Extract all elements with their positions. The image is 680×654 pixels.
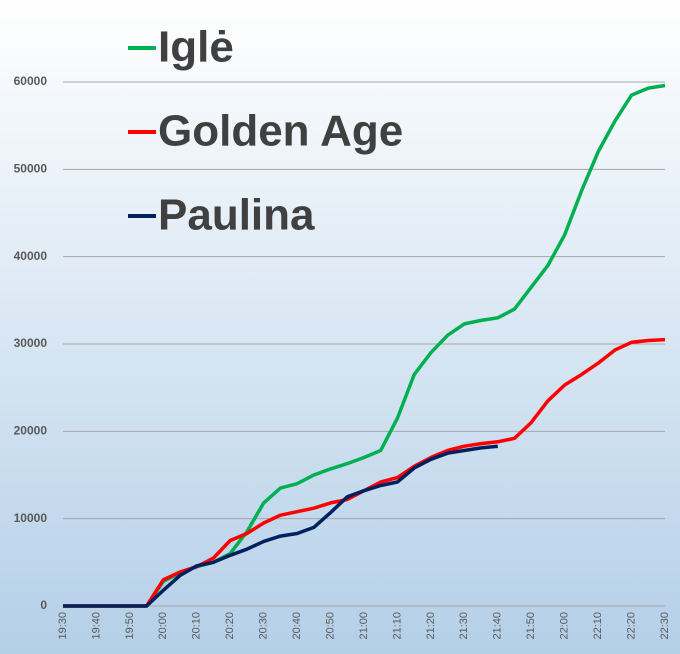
x-tick-label: 22:20 (625, 612, 637, 640)
x-tick-label: 21:00 (358, 612, 370, 640)
legend-label: Iglė (158, 23, 234, 72)
y-tick-label: 20000 (14, 424, 48, 438)
x-tick-label: 21:30 (458, 612, 470, 640)
x-tick-label: 20:10 (191, 612, 203, 640)
x-tick-label: 21:40 (492, 612, 504, 640)
x-tick-label: 20:30 (258, 612, 270, 640)
legend-label: Golden Age (158, 107, 403, 156)
x-tick-label: 19:40 (90, 612, 102, 640)
x-tick-label: 19:50 (124, 612, 136, 640)
x-tick-label: 19:30 (57, 612, 69, 640)
x-tick-label: 21:10 (391, 612, 403, 640)
x-tick-label: 20:40 (291, 612, 303, 640)
y-tick-label: 0 (40, 598, 47, 612)
y-tick-label: 50000 (14, 162, 48, 176)
x-tick-label: 20:00 (157, 612, 169, 640)
line-series (63, 444, 498, 608)
y-tick-label: 10000 (14, 511, 48, 525)
x-tick-label: 22:30 (659, 612, 671, 640)
x-tick-label: 22:00 (559, 612, 571, 640)
legend-label: Paulina (158, 191, 315, 240)
x-tick-label: 20:50 (324, 612, 336, 640)
x-tick-label: 21:50 (525, 612, 537, 640)
y-tick-label: 30000 (14, 336, 48, 350)
y-tick-label: 40000 (14, 249, 48, 263)
x-tick-label: 21:20 (425, 612, 437, 640)
x-tick-label: 20:20 (224, 612, 236, 640)
x-tick-label: 22:10 (592, 612, 604, 640)
y-tick-label: 60000 (14, 74, 48, 88)
